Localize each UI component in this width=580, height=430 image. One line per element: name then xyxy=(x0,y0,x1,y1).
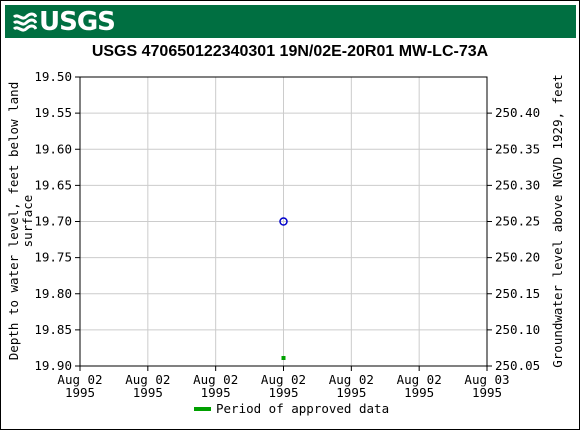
y-left-tick-label: 19.55 xyxy=(34,105,72,120)
x-tick-label-date: Aug 02 xyxy=(329,372,374,387)
y-left-tick-label: 19.60 xyxy=(34,141,72,156)
x-tick-label-date: Aug 02 xyxy=(397,372,442,387)
y-axis-left-tick-labels: 19.50 19.55 19.60 19.65 19.70 19.75 19.80 19.85… xyxy=(34,69,72,373)
data-marks xyxy=(279,217,288,360)
y-right-tick-label: 250.30 xyxy=(495,177,540,192)
y-axis-right-label: Groundwater level above NGVD 1929, feet xyxy=(550,74,565,368)
grid-lines xyxy=(80,77,487,366)
x-tick-label-year: 1995 xyxy=(268,385,298,400)
y-left-tick-label: 19.75 xyxy=(34,250,72,265)
y-left-tick-label: 19.65 xyxy=(34,177,72,192)
y-right-tick-label: 250.20 xyxy=(495,250,540,265)
x-tick-label-year: 1995 xyxy=(336,385,366,400)
y-left-tick-label: 19.85 xyxy=(34,322,72,337)
y-axis-right-tick-labels: 250.40 250.35 250.30 250.25 250.20 250.15 250.… xyxy=(495,105,540,373)
legend: Period of approved data xyxy=(194,401,389,416)
y-left-tick-label: 19.80 xyxy=(34,286,72,301)
y-right-tick-label: 250.40 xyxy=(495,105,540,120)
x-tick-label-date: Aug 02 xyxy=(193,372,238,387)
usgs-logo-text: USGS xyxy=(39,7,116,37)
usgs-banner: USGS xyxy=(5,5,576,38)
x-tick-label-date: Aug 03 xyxy=(464,372,509,387)
y-axis-left-label-line2: surface xyxy=(20,195,35,248)
y-left-tick-label: 19.90 xyxy=(34,358,72,373)
chart-title: USGS 470650122340301 19N/02E-20R01 MW-LC… xyxy=(91,43,489,60)
legend-label-approved: Period of approved data xyxy=(216,401,389,416)
y-axis-left-label: Depth to water level, feet below land xyxy=(6,82,21,360)
legend-swatch-approved xyxy=(194,407,211,411)
x-tick-label-date: Aug 02 xyxy=(57,372,102,387)
y-right-tick-label: 250.15 xyxy=(495,286,540,301)
x-tick-label-year: 1995 xyxy=(472,385,502,400)
tick-marks xyxy=(75,76,492,371)
approved-period-marker xyxy=(281,356,286,360)
usgs-wave-icon xyxy=(13,12,37,32)
x-tick-label-year: 1995 xyxy=(404,385,434,400)
x-tick-label-date: Aug 02 xyxy=(125,372,170,387)
y-left-tick-label: 19.70 xyxy=(34,214,72,229)
y-right-tick-label: 250.35 xyxy=(495,141,540,156)
y-right-tick-label: 250.10 xyxy=(495,322,540,337)
x-tick-label-year: 1995 xyxy=(65,385,95,400)
data-point xyxy=(279,217,288,226)
y-left-tick-label: 19.50 xyxy=(34,69,72,84)
x-tick-label-date: Aug 02 xyxy=(261,372,306,387)
x-tick-label-year: 1995 xyxy=(133,385,163,400)
usgs-logo[interactable]: USGS xyxy=(13,7,116,37)
x-tick-label-year: 1995 xyxy=(201,385,231,400)
y-right-tick-label: 250.05 xyxy=(495,358,540,373)
y-right-tick-label: 250.25 xyxy=(495,214,540,229)
